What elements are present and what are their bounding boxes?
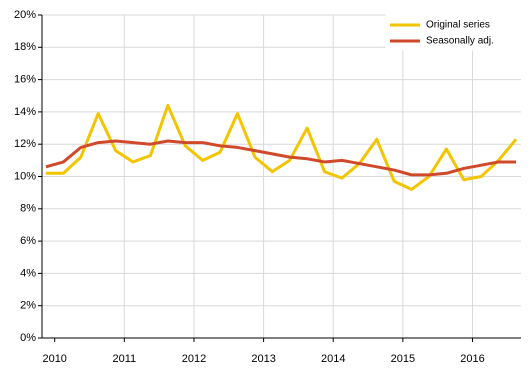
legend-label: Seasonally adj. <box>426 36 494 47</box>
y-tick-label: 8% <box>20 203 36 215</box>
y-tick-label: 0% <box>20 332 36 344</box>
y-tick-label: 12% <box>14 138 36 150</box>
legend-label: Original series <box>426 20 490 31</box>
legend-box <box>385 14 522 51</box>
y-tick-label: 4% <box>20 267 36 279</box>
y-tick-label: 10% <box>14 170 36 182</box>
x-tick-label: 2014 <box>321 353 345 365</box>
series-line <box>45 139 516 177</box>
legend: Original series Seasonally adj. <box>385 14 522 51</box>
y-tick-label: 20% <box>14 9 36 21</box>
x-tick-label: 2012 <box>182 353 206 365</box>
y-tick-label: 6% <box>20 235 36 247</box>
y-tick-label: 18% <box>14 41 36 53</box>
x-tick-label: 2010 <box>42 353 66 365</box>
series-line <box>46 103 518 191</box>
y-tick-label: 2% <box>20 300 36 312</box>
y-tick-label: 16% <box>14 74 36 86</box>
x-tick-label: 2013 <box>251 353 275 365</box>
y-tick-label: 14% <box>14 106 36 118</box>
x-tick-label: 2015 <box>391 353 415 365</box>
x-tick-label: 2011 <box>113 353 137 365</box>
x-tick-label: 2016 <box>460 353 484 365</box>
